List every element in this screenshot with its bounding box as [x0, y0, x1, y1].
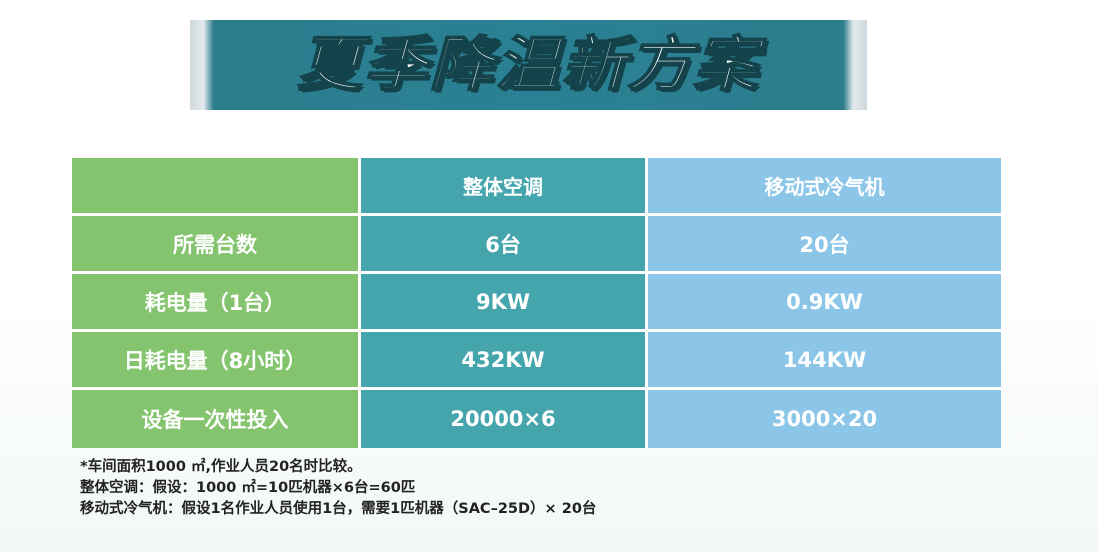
title-banner: 夏季降温新方案 [190, 20, 867, 110]
comparison-table: 整体空调 移动式冷气机 所需台数 6台 20台 耗电量（1台） 9KW 0.9K… [72, 158, 1001, 448]
banner-title: 夏季降温新方案 [297, 30, 760, 100]
table-header-cooler: 移动式冷气机 [648, 158, 1001, 216]
ac-investment: 20000×6 [361, 390, 648, 448]
cooler-units: 20台 [648, 216, 1001, 274]
cooler-investment: 3000×20 [648, 390, 1001, 448]
row-label-daily-power: 日耗电量（8小时） [72, 332, 361, 390]
table-header-empty [72, 158, 361, 216]
row-label-power-per-unit: 耗电量（1台） [72, 274, 361, 332]
footnote-line: 移动式冷气机：假设1名作业人员使用1台，需要1匹机器（SAC–25D）× 20台 [80, 501, 597, 517]
cooler-daily-power: 144KW [648, 332, 1001, 390]
row-label-units: 所需台数 [72, 216, 361, 274]
ac-daily-power: 432KW [361, 332, 648, 390]
footnotes: *车间面积1000 ㎡,作业人员20名时比较。 整体空调：假设：1000 ㎡=1… [80, 457, 596, 520]
ac-units: 6台 [361, 216, 648, 274]
ac-power-per-unit: 9KW [361, 274, 648, 332]
footnote-line: *车间面积1000 ㎡,作业人员20名时比较。 [80, 459, 362, 475]
footnote-line: 整体空调：假设：1000 ㎡=10匹机器×6台=60匹 [80, 480, 416, 496]
cooler-power-per-unit: 0.9KW [648, 274, 1001, 332]
row-label-investment: 设备一次性投入 [72, 390, 361, 448]
table-header-ac: 整体空调 [361, 158, 648, 216]
